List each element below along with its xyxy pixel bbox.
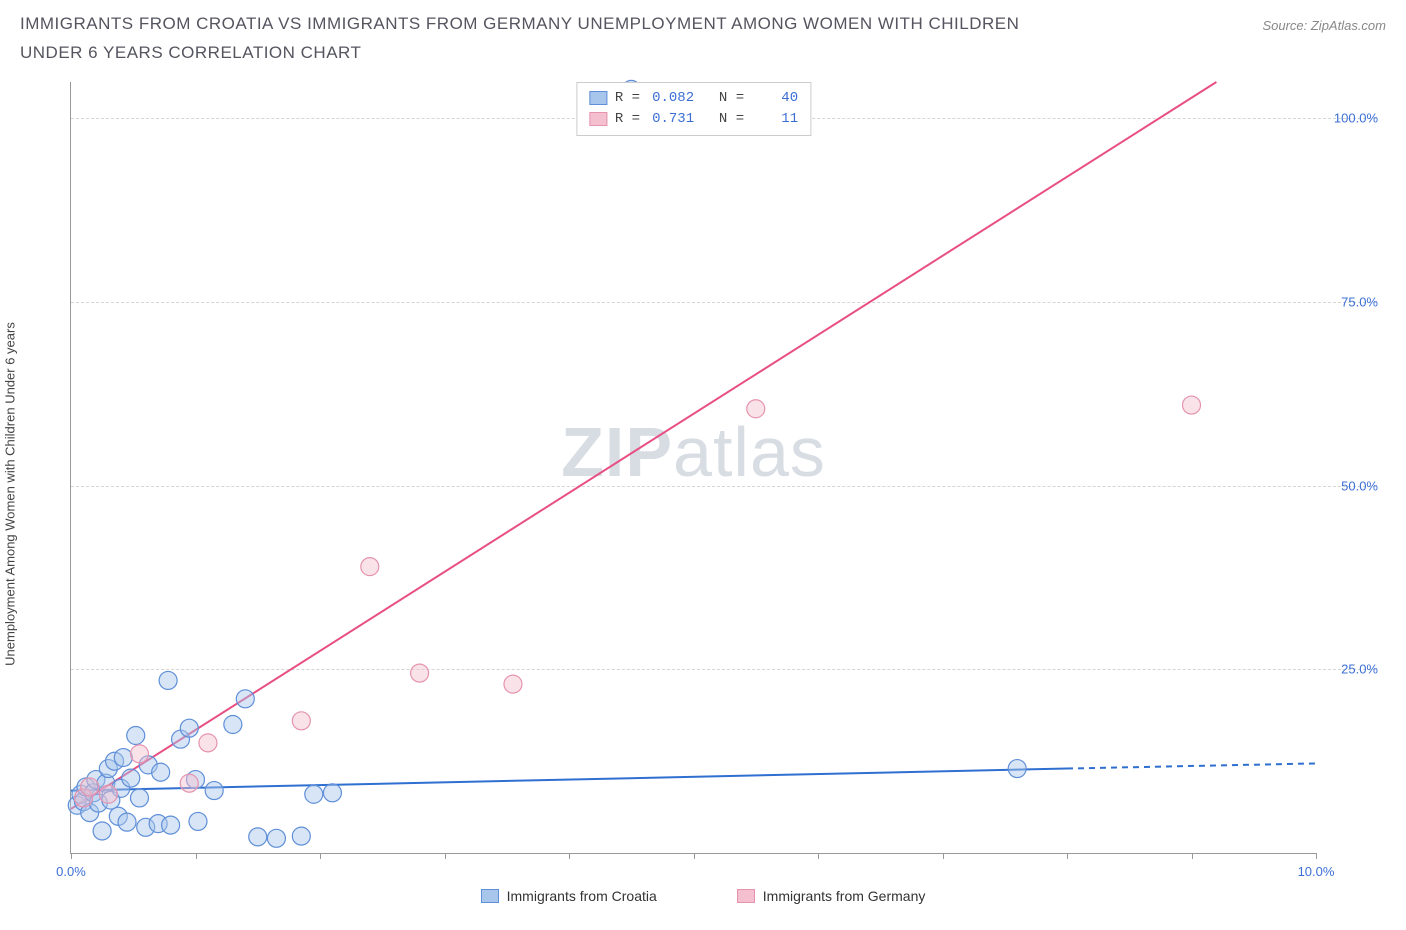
- n-label: N =: [702, 109, 744, 130]
- r-label: R =: [615, 88, 640, 109]
- data-point: [130, 789, 148, 807]
- data-point: [122, 769, 140, 787]
- x-tick: [320, 853, 321, 859]
- data-point: [1183, 396, 1201, 414]
- x-tick-label: 10.0%: [1298, 864, 1335, 879]
- series-legend: Immigrants from Croatia Immigrants from …: [20, 888, 1386, 904]
- data-point: [152, 763, 170, 781]
- x-tick: [1192, 853, 1193, 859]
- correlation-stats-legend: R = 0.082 N = 40 R = 0.731 N = 11: [576, 82, 811, 136]
- x-tick: [943, 853, 944, 859]
- y-axis-label: Unemployment Among Women with Children U…: [3, 322, 18, 666]
- data-point: [159, 671, 177, 689]
- y-tick-label: 75.0%: [1341, 295, 1378, 310]
- x-tick: [196, 853, 197, 859]
- data-point: [292, 712, 310, 730]
- data-point: [162, 816, 180, 834]
- data-point: [236, 690, 254, 708]
- r-value-germany: 0.731: [648, 109, 694, 130]
- data-point: [1008, 759, 1026, 777]
- source-prefix: Source:: [1262, 18, 1310, 33]
- legend-swatch-croatia: [481, 889, 499, 903]
- n-label: N =: [702, 88, 744, 109]
- data-point: [81, 778, 99, 796]
- x-tick: [71, 853, 72, 859]
- y-tick-label: 50.0%: [1341, 478, 1378, 493]
- data-point: [130, 745, 148, 763]
- y-tick-label: 100.0%: [1334, 111, 1378, 126]
- x-tick: [569, 853, 570, 859]
- x-tick: [1316, 853, 1317, 859]
- stats-row-croatia: R = 0.082 N = 40: [589, 88, 798, 109]
- data-point: [267, 829, 285, 847]
- n-value-croatia: 40: [752, 88, 798, 109]
- data-point: [224, 715, 242, 733]
- legend-item-croatia: Immigrants from Croatia: [481, 888, 657, 904]
- x-tick: [1067, 853, 1068, 859]
- data-point: [361, 557, 379, 575]
- data-point: [99, 785, 117, 803]
- x-tick: [694, 853, 695, 859]
- data-point: [305, 785, 323, 803]
- data-point: [127, 726, 145, 744]
- swatch-germany: [589, 112, 607, 126]
- swatch-croatia: [589, 91, 607, 105]
- data-point: [205, 781, 223, 799]
- data-point: [93, 822, 111, 840]
- data-point: [118, 813, 136, 831]
- data-point: [180, 719, 198, 737]
- x-tick: [445, 853, 446, 859]
- legend-swatch-germany: [737, 889, 755, 903]
- data-point: [323, 784, 341, 802]
- plot-area: ZIPatlas R = 0.082 N = 40 R = 0.731 N = …: [70, 82, 1316, 854]
- stats-row-germany: R = 0.731 N = 11: [589, 109, 798, 130]
- source-name: ZipAtlas.com: [1311, 18, 1386, 33]
- n-value-germany: 11: [752, 109, 798, 130]
- r-value-croatia: 0.082: [648, 88, 694, 109]
- legend-label-germany: Immigrants from Germany: [763, 888, 926, 904]
- data-point: [504, 675, 522, 693]
- data-point: [189, 812, 207, 830]
- correlation-chart: Unemployment Among Women with Children U…: [20, 74, 1386, 914]
- x-tick: [818, 853, 819, 859]
- r-label: R =: [615, 109, 640, 130]
- source-attribution: Source: ZipAtlas.com: [1262, 18, 1386, 33]
- scatter-svg: [71, 82, 1316, 853]
- x-tick-label: 0.0%: [56, 864, 86, 879]
- data-point: [411, 664, 429, 682]
- data-point: [747, 400, 765, 418]
- legend-item-germany: Immigrants from Germany: [737, 888, 926, 904]
- chart-title: IMMIGRANTS FROM CROATIA VS IMMIGRANTS FR…: [20, 10, 1070, 68]
- data-point: [114, 748, 132, 766]
- data-point: [249, 828, 267, 846]
- legend-label-croatia: Immigrants from Croatia: [507, 888, 657, 904]
- trend-line-dashed: [1067, 763, 1316, 768]
- y-tick-label: 25.0%: [1341, 662, 1378, 677]
- data-point: [292, 827, 310, 845]
- data-point: [180, 774, 198, 792]
- data-point: [199, 734, 217, 752]
